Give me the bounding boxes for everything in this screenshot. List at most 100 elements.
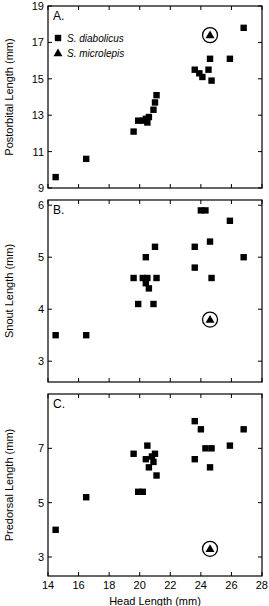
x-tick bbox=[78, 184, 79, 188]
y-tick bbox=[48, 448, 52, 449]
square-point bbox=[152, 99, 158, 105]
square-point bbox=[153, 92, 159, 98]
marker-triangle bbox=[206, 315, 215, 323]
y-tick-label: 17 bbox=[32, 36, 44, 48]
y-tick-right bbox=[258, 502, 262, 503]
x-tick-label: 14 bbox=[42, 579, 54, 591]
square-point bbox=[52, 174, 58, 180]
panel: 3456Snout Length (mm)B. bbox=[3, 199, 262, 382]
x-tick-label: 16 bbox=[72, 579, 84, 591]
square-point bbox=[192, 418, 198, 424]
y-tick-label: 7 bbox=[38, 442, 44, 454]
x-tick-top bbox=[262, 394, 263, 398]
y-tick-label: 3 bbox=[38, 551, 44, 563]
x-tick bbox=[48, 378, 49, 382]
y-tick-label: 11 bbox=[33, 146, 44, 158]
y-tick-right bbox=[258, 361, 262, 362]
square-point bbox=[240, 25, 246, 31]
x-tick bbox=[231, 184, 232, 188]
x-tick bbox=[170, 572, 171, 576]
square-point bbox=[146, 285, 152, 291]
square-point bbox=[130, 128, 136, 134]
y-tick-label: 15 bbox=[32, 73, 44, 85]
x-tick-top bbox=[78, 394, 79, 398]
x-tick bbox=[262, 184, 263, 188]
y-tick bbox=[48, 188, 52, 189]
square-point bbox=[143, 254, 149, 260]
panel-label: B. bbox=[53, 203, 64, 217]
square-point bbox=[198, 426, 204, 432]
x-tick bbox=[200, 184, 201, 188]
square-point bbox=[52, 527, 58, 533]
x-tick bbox=[48, 572, 49, 576]
y-tick-label: 4 bbox=[38, 303, 44, 315]
x-tick-top bbox=[48, 394, 49, 398]
square-point bbox=[207, 464, 213, 470]
square-point bbox=[150, 107, 156, 113]
square-point bbox=[153, 472, 159, 478]
square-point bbox=[227, 218, 233, 224]
y-tick bbox=[48, 115, 52, 116]
square-point bbox=[140, 489, 146, 495]
x-tick bbox=[109, 572, 110, 576]
square-point bbox=[135, 301, 141, 307]
y-tick-right bbox=[258, 115, 262, 116]
y-tick bbox=[48, 78, 52, 79]
x-tick-top bbox=[109, 200, 110, 204]
legend-square bbox=[55, 35, 61, 41]
y-tick bbox=[48, 257, 52, 258]
square-point bbox=[153, 275, 159, 281]
marker-ring bbox=[203, 28, 218, 43]
x-tick-top bbox=[170, 200, 171, 204]
square-point bbox=[192, 456, 198, 462]
square-point bbox=[144, 275, 150, 281]
x-tick bbox=[78, 378, 79, 382]
y-tick bbox=[48, 151, 52, 152]
panel-label: A. bbox=[53, 9, 64, 23]
x-tick-top bbox=[78, 6, 79, 10]
x-tick bbox=[200, 378, 201, 382]
square-point bbox=[146, 114, 152, 120]
square-point bbox=[227, 56, 233, 62]
square-point bbox=[207, 56, 213, 62]
plot-frame bbox=[48, 6, 262, 188]
x-tick-label: 18 bbox=[103, 579, 115, 591]
x-tick bbox=[170, 378, 171, 382]
x-tick-label: 28 bbox=[256, 579, 268, 591]
square-point bbox=[192, 244, 198, 250]
square-point bbox=[192, 264, 198, 270]
x-tick-top bbox=[231, 6, 232, 10]
x-tick-label: 22 bbox=[164, 579, 176, 591]
square-point bbox=[240, 254, 246, 260]
y-tick-right bbox=[258, 78, 262, 79]
square-point bbox=[144, 442, 150, 448]
plot-area bbox=[52, 25, 246, 181]
x-tick bbox=[262, 572, 263, 576]
x-tick bbox=[200, 572, 201, 576]
x-tick-label: 24 bbox=[195, 579, 207, 591]
marker-triangle bbox=[206, 31, 215, 39]
circled-triangle-point bbox=[203, 312, 218, 327]
x-tick-top bbox=[109, 394, 110, 398]
y-tick-label: 9 bbox=[38, 182, 44, 194]
x-tick-top bbox=[200, 394, 201, 398]
y-tick bbox=[48, 205, 52, 206]
square-point bbox=[208, 77, 214, 83]
y-tick-right bbox=[258, 42, 262, 43]
legend: S. diabolicusS. microlepis bbox=[54, 33, 125, 59]
square-point bbox=[130, 451, 136, 457]
square-point bbox=[83, 332, 89, 338]
y-tick-right bbox=[258, 6, 262, 7]
y-tick-right bbox=[258, 257, 262, 258]
x-tick bbox=[231, 378, 232, 382]
plot-area bbox=[52, 207, 246, 338]
square-point bbox=[83, 494, 89, 500]
square-point bbox=[143, 456, 149, 462]
legend-label: S. diabolicus bbox=[67, 33, 124, 44]
y-tick-label: 19 bbox=[32, 0, 44, 12]
x-tick-label: 26 bbox=[225, 579, 237, 591]
x-tick-top bbox=[139, 394, 140, 398]
x-tick-top bbox=[48, 200, 49, 204]
y-tick bbox=[48, 361, 52, 362]
square-point bbox=[130, 275, 136, 281]
